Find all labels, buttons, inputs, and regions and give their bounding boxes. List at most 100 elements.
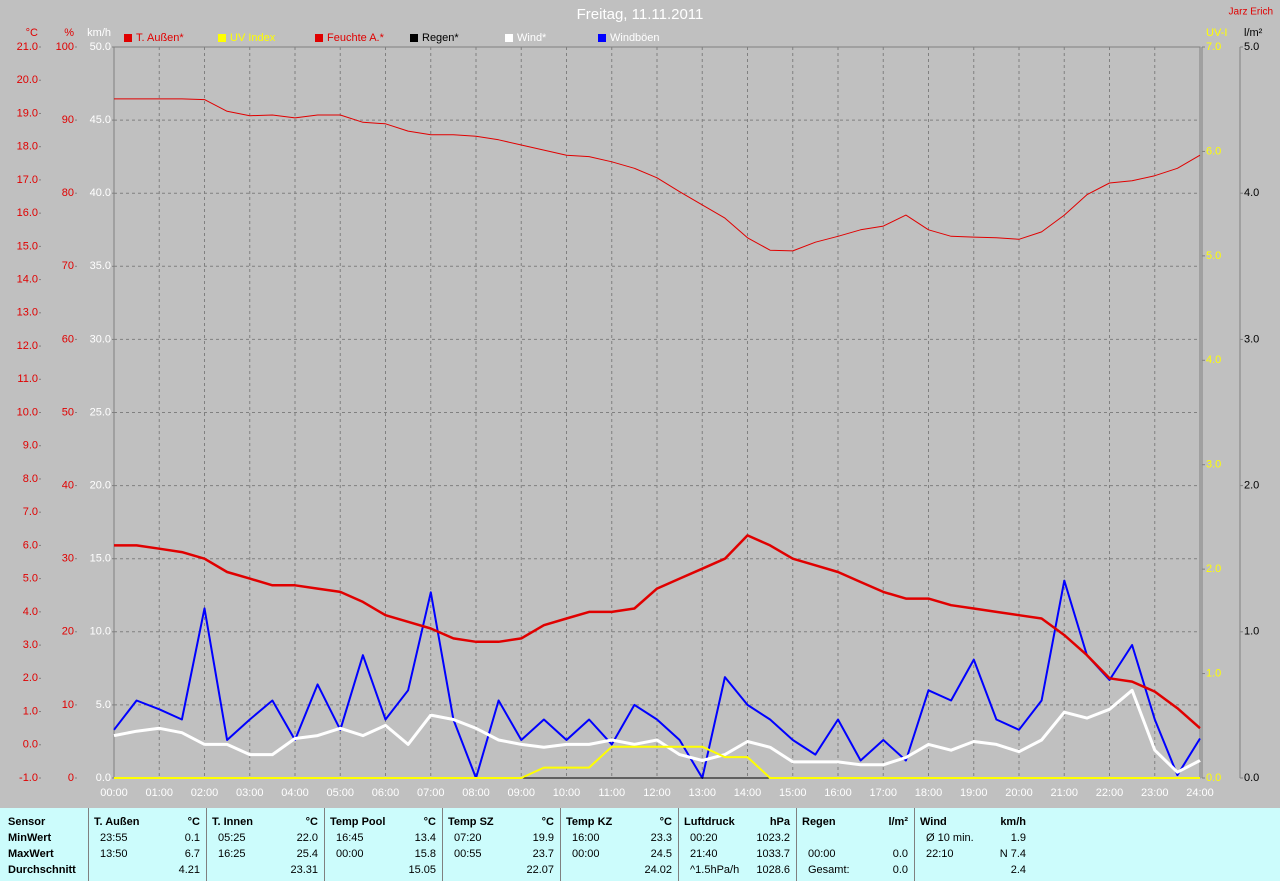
y-tick-label: 0	[68, 772, 74, 784]
column-separator	[324, 808, 325, 881]
y-tick-label: 2.0	[1244, 480, 1259, 492]
x-tick-label: 11:00	[598, 787, 625, 799]
y-tick-label: 5.0	[96, 699, 111, 711]
table-cell: 21:40	[690, 848, 718, 860]
series-line	[114, 534, 1201, 730]
y-tick-label: 4.0	[1206, 354, 1221, 366]
series-line	[114, 98, 1201, 252]
y-tick-label: 80	[62, 187, 74, 199]
table-cell: MaxWert	[8, 848, 54, 860]
y-tick-label: 1.0	[1206, 667, 1221, 679]
x-tick-label: 10:00	[553, 787, 581, 799]
axis-unit: °C	[26, 27, 38, 39]
x-tick-label: 03:00	[236, 787, 264, 799]
table-cell: Gesamt:	[808, 864, 850, 876]
table-cell: 19.9	[532, 832, 554, 844]
y-tick-label: 30	[62, 553, 74, 565]
table-cell: Regen	[802, 816, 836, 828]
table-cell: hPa	[769, 816, 790, 828]
table-cell: 00:00	[336, 848, 364, 860]
series-line	[114, 745, 1200, 779]
y-tick-label: 40	[62, 480, 74, 492]
x-tick-label: 23:00	[1141, 787, 1169, 799]
table-cell: 00:55	[454, 848, 482, 860]
y-tick-label: 45.0	[90, 114, 111, 126]
y-tick-label: 40.0	[90, 187, 111, 199]
legend-swatch	[505, 34, 513, 42]
table-cell: 1028.6	[756, 864, 790, 876]
y-tick-label: 70	[62, 260, 74, 272]
table-cell: T. Außen	[94, 816, 140, 828]
y-tick-label: 15.0	[17, 240, 38, 252]
table-cell: 16:00	[572, 832, 600, 844]
table-cell: 25.4	[296, 848, 318, 860]
x-tick-label: 16:00	[824, 787, 852, 799]
y-tick-label: 50	[62, 406, 74, 418]
table-cell: 1023.2	[756, 832, 790, 844]
table-cell: 13:50	[100, 848, 128, 860]
axis-unit: km/h	[87, 27, 111, 39]
table-cell: 15.05	[408, 864, 436, 876]
column-separator	[678, 808, 679, 881]
x-tick-label: 01:00	[145, 787, 173, 799]
x-tick-label: 18:00	[915, 787, 943, 799]
y-tick-label: 16.0	[17, 207, 38, 219]
y-tick-label: 6.0	[1206, 145, 1221, 157]
y-tick-label: 5.0	[1206, 250, 1221, 262]
x-tick-label: 20:00	[1005, 787, 1033, 799]
y-tick-label: 50.0	[90, 41, 111, 53]
table-cell: 1.9	[1010, 832, 1026, 844]
x-tick-label: 19:00	[960, 787, 988, 799]
y-tick-label: 4.0	[23, 606, 38, 618]
y-tick-label: 0.0	[96, 772, 111, 784]
y-tick-label: 15.0	[90, 553, 111, 565]
table-cell: 2.4	[1010, 864, 1026, 876]
legend-swatch	[598, 34, 606, 42]
y-tick-label: 18.0	[17, 141, 38, 153]
y-tick-label: 10.0	[17, 406, 38, 418]
table-cell: 22.0	[296, 832, 318, 844]
y-tick-label: 35.0	[90, 260, 111, 272]
y-tick-label: 20.0	[90, 480, 111, 492]
table-cell: 0.1	[184, 832, 200, 844]
y-tick-label: 2.0	[1206, 563, 1221, 575]
table-cell: 05:25	[218, 832, 246, 844]
table-cell: °C	[305, 816, 318, 828]
y-tick-label: 14.0	[17, 273, 38, 285]
legend-swatch	[124, 34, 132, 42]
y-tick-label: 60	[62, 333, 74, 345]
y-tick-label: 5.0	[1244, 41, 1259, 53]
axis-unit: %	[64, 27, 74, 39]
y-tick-label: 4.0	[1244, 187, 1259, 199]
chart: Freitag, 11.11.2011 Jarz Erich 00:00 01:0…	[17, 6, 1273, 799]
column-separator	[560, 808, 561, 881]
y-tick-label: 1.0	[23, 705, 38, 717]
table-cell: Ø 10 min.	[926, 832, 974, 844]
table-cell: km/h	[1000, 816, 1026, 828]
table-cell: Temp SZ	[448, 816, 494, 828]
table-cell: 16:25	[218, 848, 246, 860]
y-tick-label: 7.0	[23, 506, 38, 518]
table-cell: 1033.7	[756, 848, 790, 860]
table-cell: 16:45	[336, 832, 364, 844]
legend-label: Windböen	[610, 32, 660, 44]
table-cell: 00:00	[572, 848, 600, 860]
column-separator	[88, 808, 89, 881]
y-tick-label: -1.0	[19, 772, 38, 784]
y-tick-label: 10.0	[90, 626, 111, 638]
table-cell: Temp KZ	[566, 816, 613, 828]
table-cell: l/m²	[888, 816, 908, 828]
y-tick-label: 20	[62, 626, 74, 638]
y-tick-label: 3.0	[1206, 459, 1221, 471]
legend-label: Wind*	[517, 32, 547, 44]
table-cell: Wind	[920, 816, 947, 828]
y-tick-label: 90	[62, 114, 74, 126]
table-cell: 13.4	[414, 832, 436, 844]
table-cell: °C	[423, 816, 436, 828]
table-cell: Temp Pool	[330, 816, 386, 828]
table-cell: 0.0	[892, 848, 908, 860]
x-tick-label: 12:00	[643, 787, 671, 799]
x-tick-label: 02:00	[191, 787, 219, 799]
table-cell: 23.7	[532, 848, 554, 860]
legend-label: Regen*	[422, 32, 459, 44]
